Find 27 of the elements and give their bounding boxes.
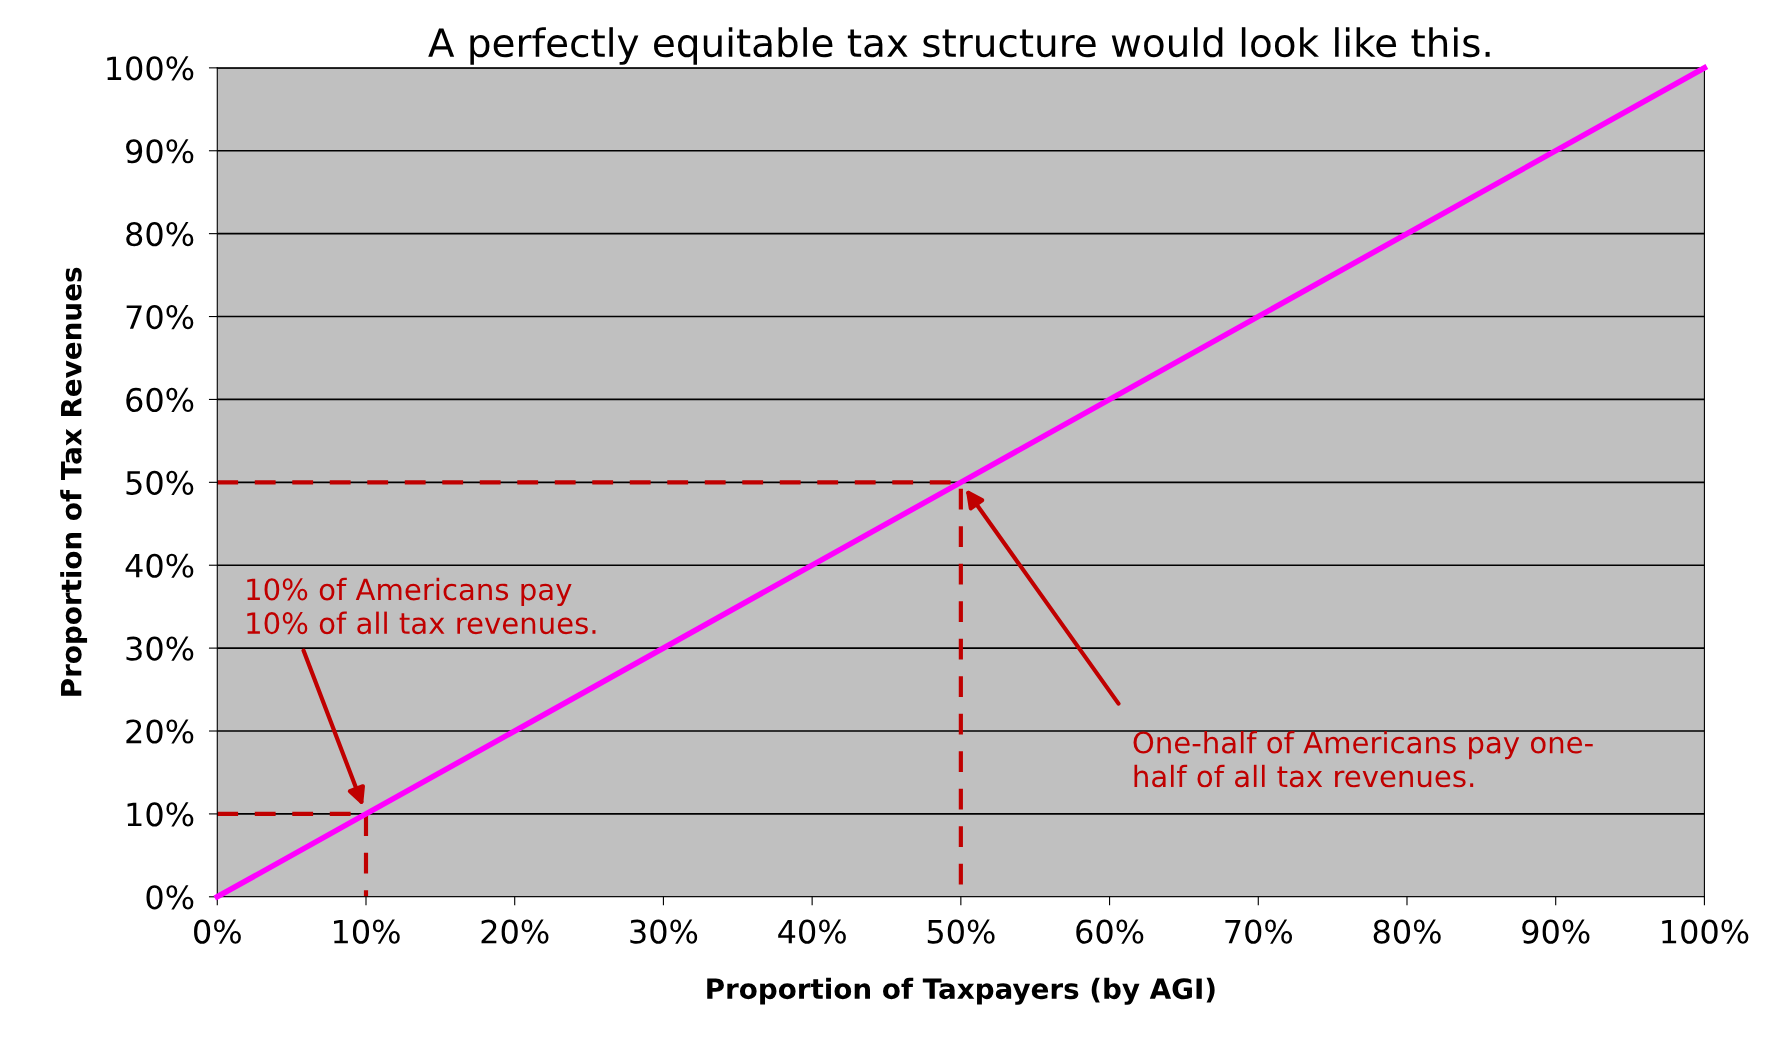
- y-tick-label: 80%: [126, 222, 194, 247]
- x-tick-label: 10%: [334, 919, 400, 944]
- y-tick-label: 60%: [126, 387, 194, 413]
- y-tick-label: 40%: [125, 553, 194, 578]
- x-tick-label: 100%: [1662, 919, 1749, 944]
- x-tick-label: 70%: [1225, 919, 1293, 944]
- y-axis-title: Proportion of Tax Revenues: [60, 267, 88, 696]
- y-tick-label: 90%: [126, 139, 194, 164]
- annotation: One-half of Americans pay one- half of all tax revenues.: [1133, 731, 1593, 788]
- x-tick-label: 20%: [481, 919, 549, 944]
- x-tick-label: 30%: [630, 919, 698, 944]
- y-tick-label: 70%: [126, 304, 194, 330]
- x-tick-label: 60%: [1076, 919, 1144, 944]
- y-tick-label: 30%: [126, 636, 194, 661]
- y-tick-label: 100%: [107, 56, 194, 81]
- x-tick-label: 90%: [1522, 919, 1590, 944]
- x-axis-title: Proportion of Taxpayers (by AGI): [707, 977, 1215, 1005]
- x-tick-label: 0%: [194, 919, 241, 944]
- annotation: 10% of Americans pay 10% of all tax revenues.: [247, 577, 596, 635]
- y-tick-label: 20%: [126, 719, 194, 744]
- x-tick-label: 80%: [1373, 919, 1441, 944]
- x-tick-label: 50%: [927, 919, 995, 944]
- chart-title: A perfectly equitable tax structure would look like this.: [428, 27, 1490, 65]
- y-tick-label: 50%: [126, 470, 194, 495]
- x-tick-label: 40%: [778, 919, 846, 944]
- y-tick-label: 0%: [146, 885, 194, 910]
- y-tick-label: 10%: [127, 802, 194, 827]
